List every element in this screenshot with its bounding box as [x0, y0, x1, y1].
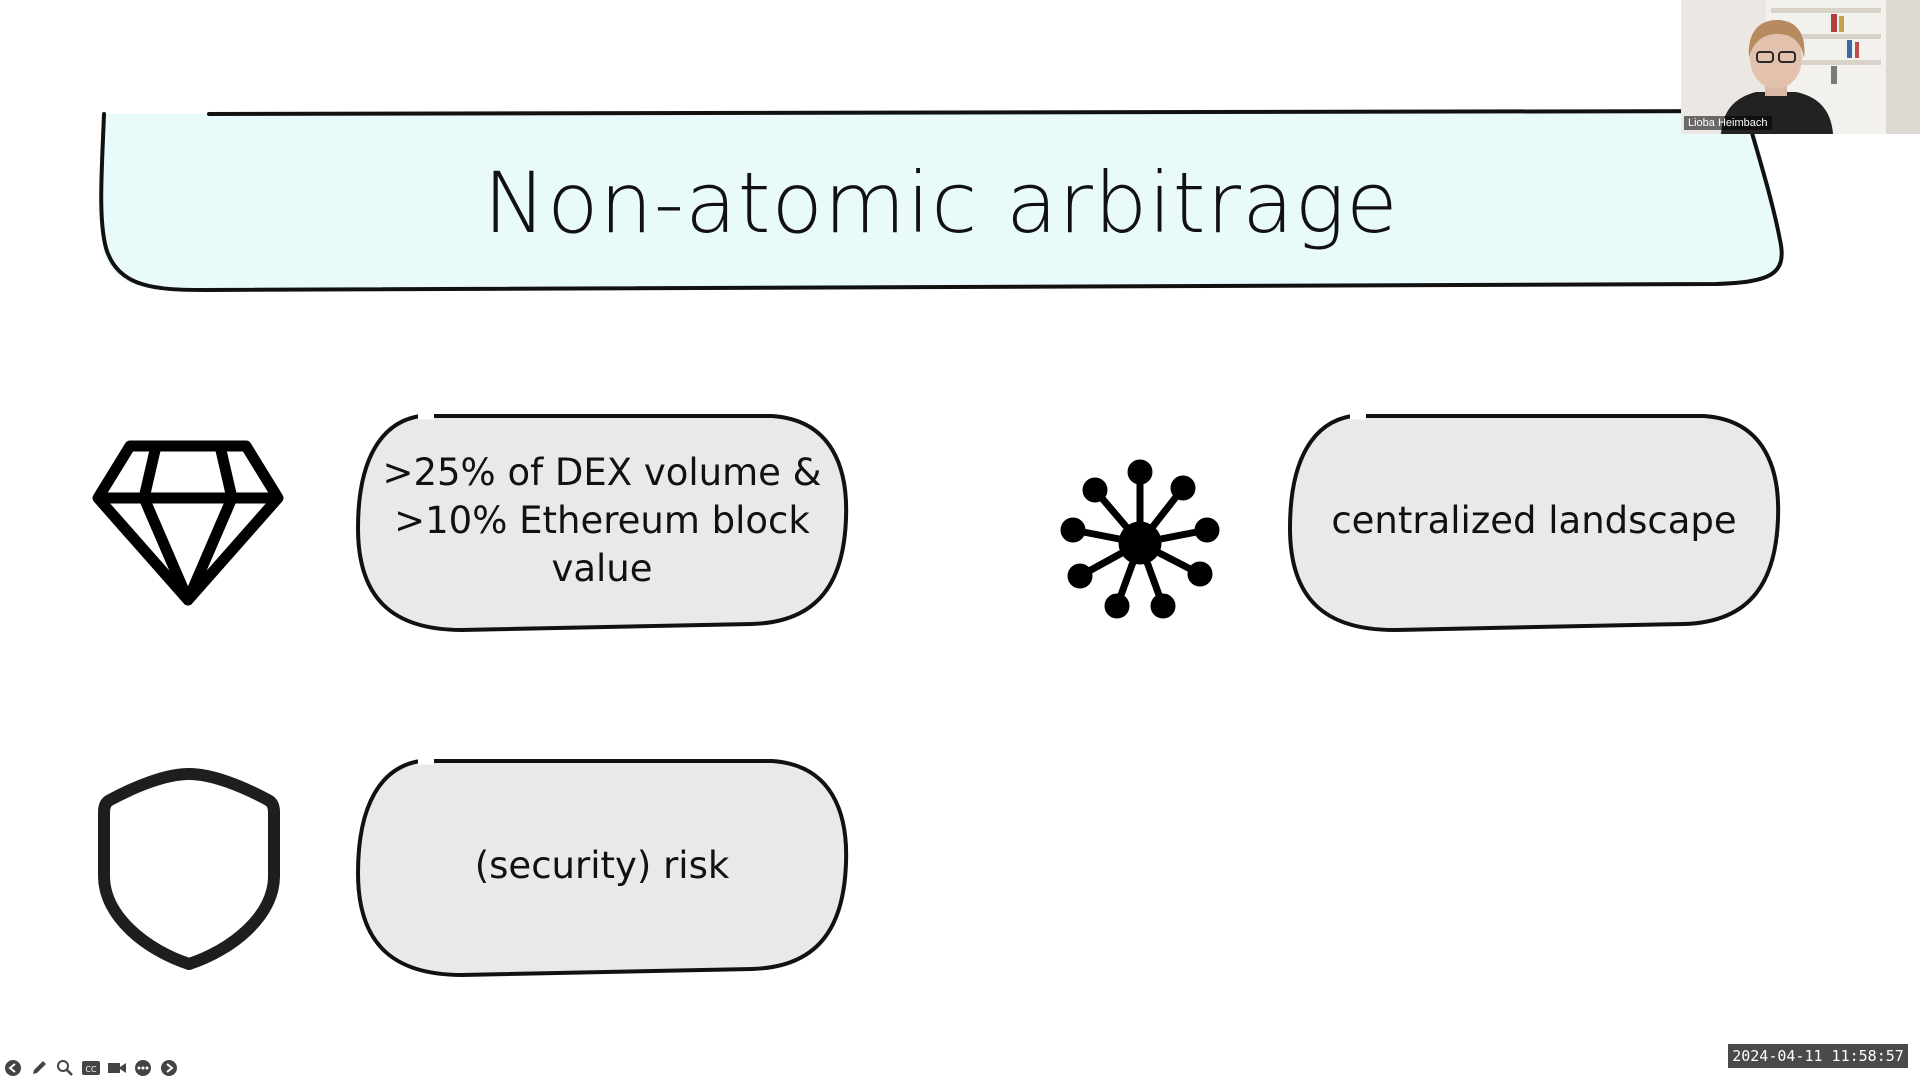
landscape-pill-shape — [1287, 412, 1781, 633]
zoom-icon[interactable] — [54, 1057, 76, 1079]
webcam-video: Lioba Heimbach — [1681, 0, 1920, 134]
stat-pill: >25% of DEX volume & >10% Ethereum block… — [352, 408, 852, 634]
hub-network-icon — [1060, 459, 1220, 619]
more-icon[interactable] — [132, 1057, 154, 1079]
landscape-pill: centralized landscape — [1284, 408, 1784, 634]
back-icon[interactable] — [2, 1057, 24, 1079]
stat-pill-shape — [355, 412, 849, 633]
webcam-scene — [1681, 0, 1920, 134]
participant-name: Lioba Heimbach — [1684, 116, 1772, 130]
landscape-pill-text: centralized landscape — [1331, 499, 1737, 542]
diamond-icon — [92, 440, 284, 606]
forward-icon[interactable] — [158, 1057, 180, 1079]
recording-timestamp: 2024-04-11 11:58:57 — [1728, 1044, 1908, 1068]
title-banner-shape — [99, 109, 1784, 293]
shield-icon — [98, 768, 280, 970]
svg-text:CC: CC — [85, 1065, 97, 1074]
pen-icon[interactable] — [28, 1057, 50, 1079]
risk-pill: (security) risk — [352, 753, 852, 979]
stat-pill-text: >25% of DEX volume & >10% Ethereum block… — [382, 451, 822, 590]
risk-pill-text: (security) risk — [474, 844, 730, 887]
slide-title: Non-atomic arbitrage — [483, 154, 1399, 252]
camera-icon[interactable] — [106, 1057, 128, 1079]
risk-pill-shape — [355, 757, 849, 978]
presenter-toolbar: CC — [2, 1057, 180, 1079]
captions-icon[interactable]: CC — [80, 1057, 102, 1079]
title-banner: Non-atomic arbitrage — [96, 108, 1786, 298]
